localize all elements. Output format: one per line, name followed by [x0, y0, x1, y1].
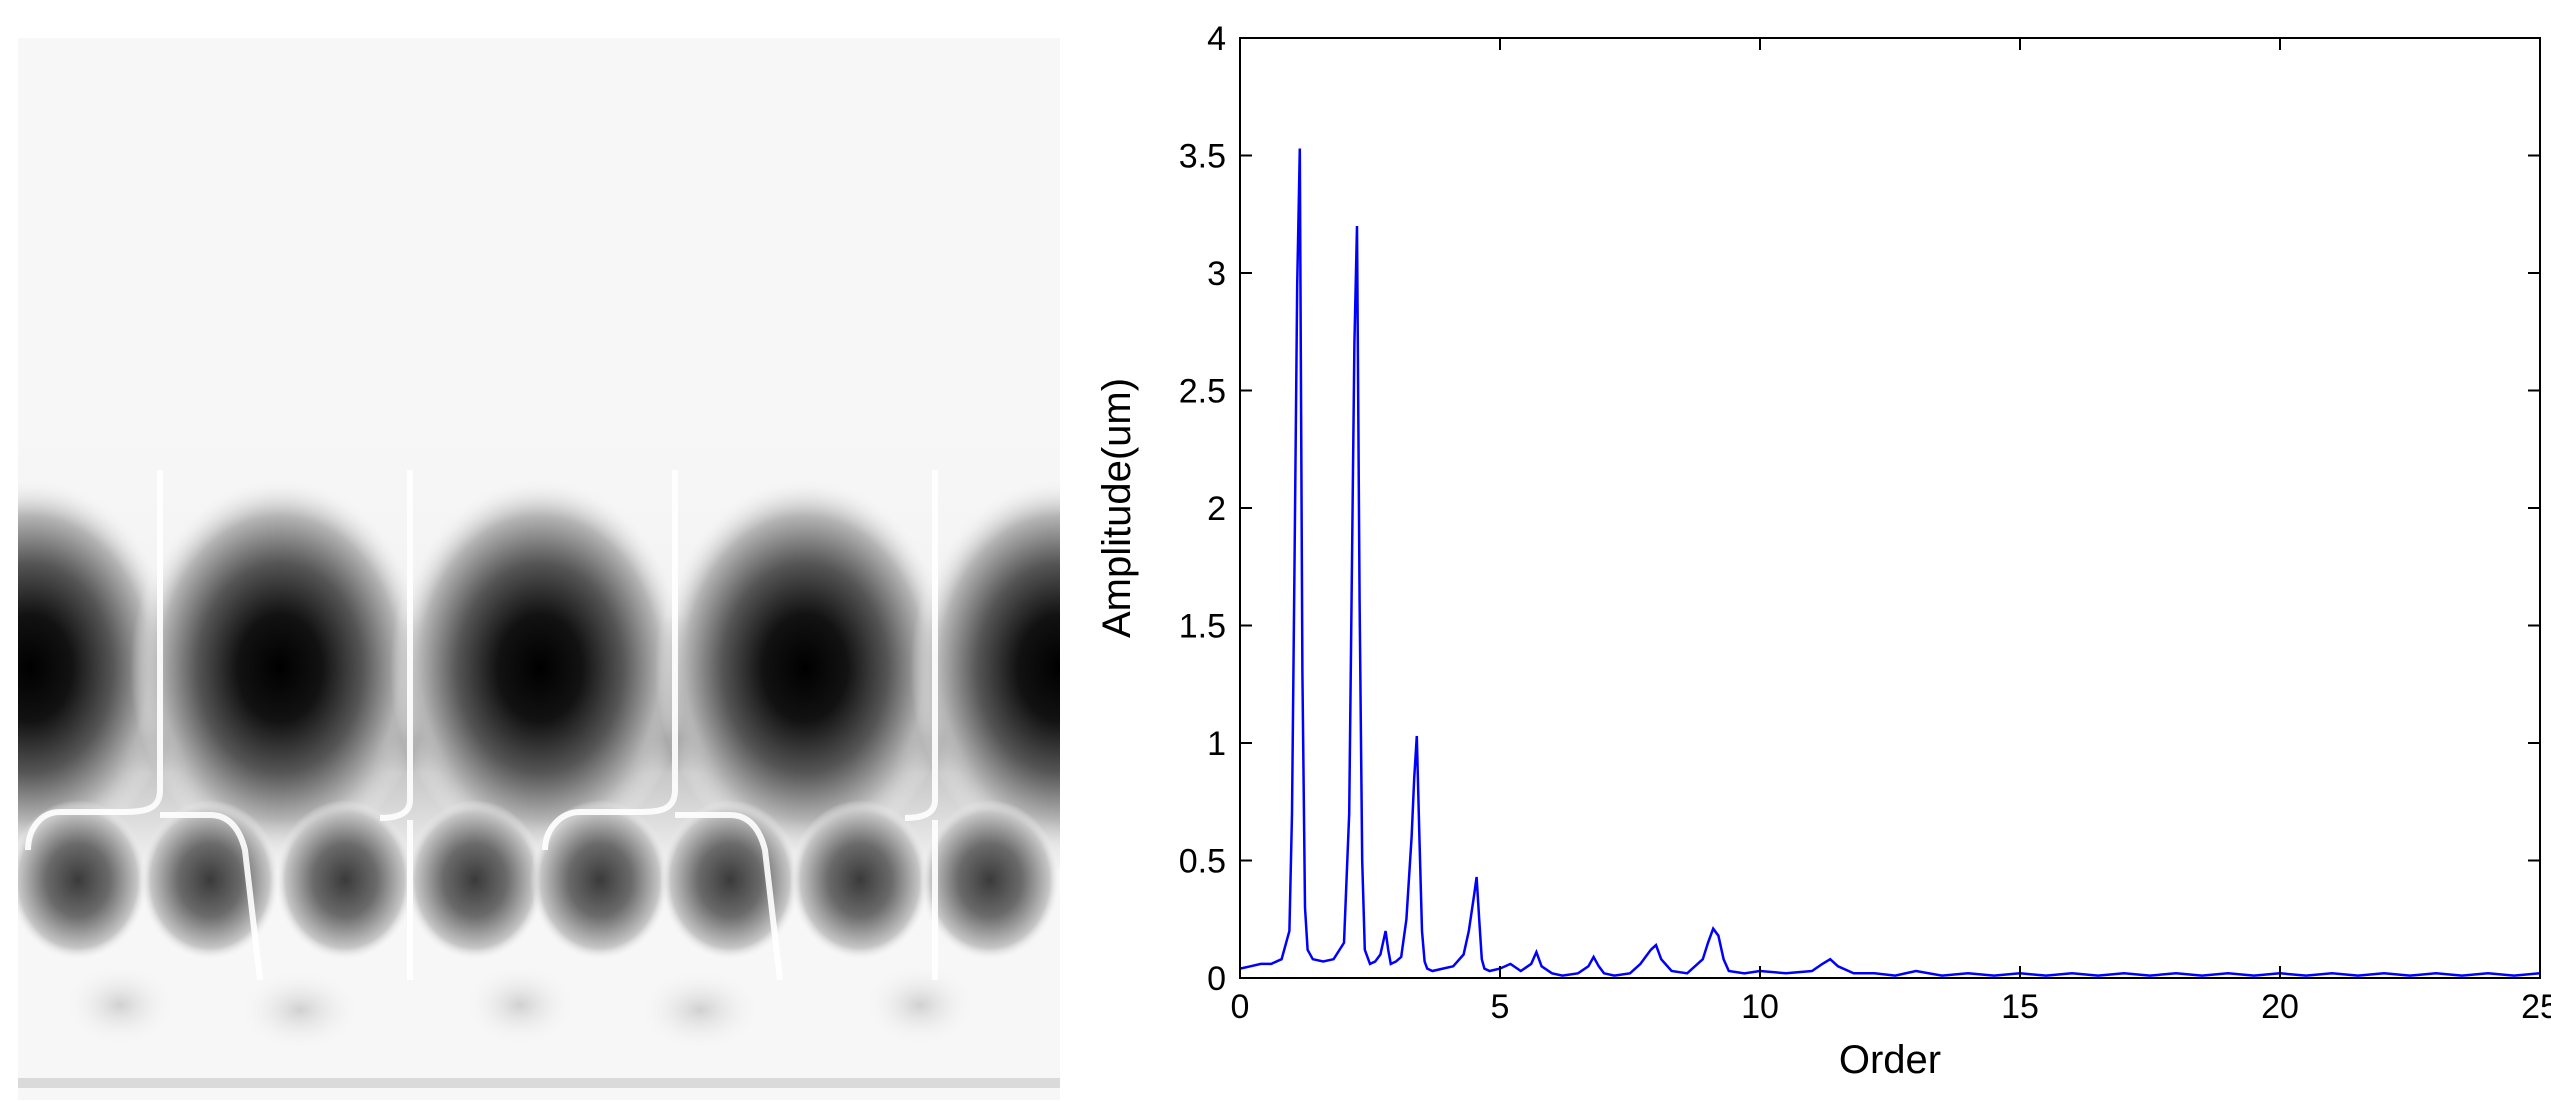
y-tick-label: 3.5: [1179, 138, 1226, 176]
y-tick-label: 2.5: [1179, 373, 1226, 411]
wavelet-scalogram: [18, 38, 1060, 1100]
y-axis-ticks: 0 0.5 1 1.5 2 2.5 3 3.5 4: [1179, 20, 2540, 998]
y-tick-label: 1: [1207, 725, 1226, 763]
scalogram-image: [18, 38, 1060, 1100]
y-tick-label: 0.5: [1179, 843, 1226, 881]
x-axis-label: Order: [1839, 1038, 1941, 1082]
x-tick-label: 20: [2261, 988, 2299, 1026]
x-axis-ticks: 0 5 10 15 20 25: [1231, 38, 2551, 1026]
axes-frame: [1239, 37, 2541, 979]
x-tick-label: 15: [2001, 988, 2039, 1026]
x-tick-label: 25: [2521, 988, 2551, 1026]
y-tick-label: 4: [1207, 20, 1226, 58]
spectrum-chart: 0 5 10 15 20 25 0 0.5 1 1.5 2 2.5 3 3.5 4 Order Ampli…: [1095, 20, 2551, 1082]
x-tick-label: 5: [1491, 988, 1510, 1026]
y-tick-label: 3: [1207, 255, 1226, 293]
x-tick-label: 10: [1741, 988, 1779, 1026]
y-tick-label: 2: [1207, 490, 1226, 528]
y-tick-label: 1.5: [1179, 608, 1226, 646]
y-tick-label: 0: [1207, 960, 1226, 998]
amplitude-line: [1239, 148, 2541, 977]
plot-area: 0 5 10 15 20 25 0 0.5 1 1.5 2 2.5 3 3.5 4 Order Ampli…: [1095, 20, 2551, 1082]
y-axis-label: Amplitude(um): [1095, 378, 1139, 638]
x-tick-label: 0: [1231, 988, 1250, 1026]
